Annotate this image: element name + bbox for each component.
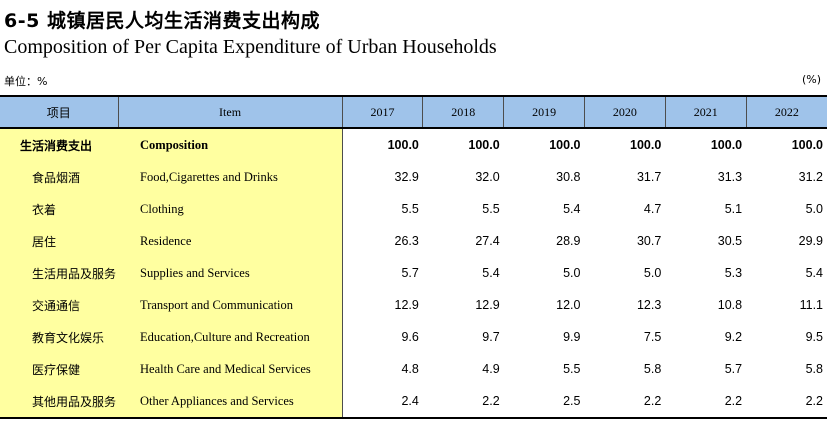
table-cell-value: 10.8 xyxy=(717,298,743,312)
page-title-english: Composition of Per Capita Expenditure of… xyxy=(4,36,497,58)
table-cell-value: 11.1 xyxy=(799,298,823,312)
row-label-cn: 衣着 xyxy=(0,193,119,225)
row-label-en: Supplies and Services xyxy=(118,257,343,289)
table-row: 生活用品及服务 Supplies and Services 5.7 5.4 5.0 5.0… xyxy=(0,257,827,289)
row-label-cn: 其他用品及服务 xyxy=(0,385,119,419)
table-cell-value: 4.7 xyxy=(643,202,662,216)
row-label-en: Composition xyxy=(118,128,343,161)
table-cell-value: 5.0 xyxy=(805,202,823,216)
row-label-cn: 交通通信 xyxy=(0,289,119,321)
table-cell-value: 12.3 xyxy=(636,298,662,312)
table-cell-value: 9.7 xyxy=(482,330,500,344)
row-label-cn: 食品烟酒 xyxy=(0,161,119,193)
column-header-year: 2020 xyxy=(584,95,666,129)
table-row: 医疗保健 Health Care and Medical Services 4.8 4… xyxy=(0,353,827,385)
table-cell-value: 100.0 xyxy=(791,138,823,152)
row-label-cn: 居住 xyxy=(0,225,119,257)
column-header-year: 2019 xyxy=(503,95,585,129)
table-cell-value: 100.0 xyxy=(549,138,581,152)
table-row: 居住 Residence 26.3 27.4 28.9 30.7 30.5 29.9 xyxy=(0,225,827,257)
table-cell-value: 9.9 xyxy=(563,330,581,344)
expenditure-table: 项目 Item 2017 2018 2019 2020 2021 2022 生活… xyxy=(0,95,827,419)
unit-label-right: (%) xyxy=(801,73,821,86)
table-cell-value: 9.6 xyxy=(401,330,419,344)
table-cell-value: 100.0 xyxy=(387,138,419,152)
row-label-cn: 医疗保健 xyxy=(0,353,119,385)
table-cell-value: 5.1 xyxy=(724,202,743,216)
table-cell-value: 26.3 xyxy=(394,234,419,248)
column-header-year: 2018 xyxy=(422,95,505,129)
row-label-en: Education,Culture and Recreation xyxy=(118,321,343,353)
table-cell-value: 30.8 xyxy=(556,170,581,184)
table-cell-value: 5.3 xyxy=(724,266,743,280)
unit-label: 单位：% xyxy=(4,75,48,88)
row-label-en: Residence xyxy=(118,225,343,257)
table-cell-value: 5.7 xyxy=(401,266,419,280)
table-cell-value: 30.7 xyxy=(636,234,662,248)
table-cell-value: 100.0 xyxy=(630,138,662,152)
table-cell-value: 5.0 xyxy=(563,266,581,280)
table-cell-value: 2.2 xyxy=(422,385,504,419)
table-cell-value: 5.5 xyxy=(401,202,419,216)
table-cell-value: 9.5 xyxy=(805,330,823,344)
table-row: 衣着 Clothing 5.5 5.5 5.4 4.7 5.1 5.0 xyxy=(0,193,827,225)
row-label-en: Other Appliances and Services xyxy=(118,385,343,419)
column-header-year: 2021 xyxy=(665,95,747,129)
table-cell-value: 31.3 xyxy=(717,170,743,184)
table-cell-value: 28.9 xyxy=(556,234,581,248)
table-cell-value: 4.8 xyxy=(401,362,419,376)
table-row: 食品烟酒 Food,Cigarettes and Drinks 32.9 32.0 30… xyxy=(0,161,827,193)
table-cell-value: 32.0 xyxy=(475,170,500,184)
table-cell-value: 30.5 xyxy=(717,234,743,248)
table-cell-value: 27.4 xyxy=(475,234,500,248)
row-label-cn: 生活用品及服务 xyxy=(0,257,119,289)
row-label-cn: 生活消费支出 xyxy=(0,128,119,161)
table-cell-value: 5.7 xyxy=(724,362,743,376)
table-cell-value: 5.8 xyxy=(643,362,662,376)
table-row: 交通通信 Transport and Communication 12.9 12.9 1… xyxy=(0,289,827,321)
table-cell-value: 31.7 xyxy=(636,170,662,184)
table-cell-value: 2.4 xyxy=(342,385,423,419)
row-label-en: Transport and Communication xyxy=(118,289,343,321)
row-label-cn: 教育文化娱乐 xyxy=(0,321,119,353)
table-cell-value: 100.0 xyxy=(468,138,500,152)
table-row: 教育文化娱乐 Education,Culture and Recreation 9.… xyxy=(0,321,827,353)
table-row: 其他用品及服务 Other Appliances and Services 2.4 2… xyxy=(0,385,827,419)
column-header-year: 2022 xyxy=(746,95,827,129)
table-cell-value: 5.0 xyxy=(643,266,662,280)
table-cell-value: 12.0 xyxy=(556,298,581,312)
table-cell-value: 2.5 xyxy=(503,385,585,419)
row-label-en: Clothing xyxy=(118,193,343,225)
table-cell-value: 5.5 xyxy=(563,362,581,376)
table-cell-value: 7.5 xyxy=(643,330,662,344)
table-cell-value: 31.2 xyxy=(798,170,823,184)
row-label-en: Food,Cigarettes and Drinks xyxy=(118,161,343,193)
table-cell-value: 5.4 xyxy=(563,202,581,216)
column-header-year: 2017 xyxy=(342,95,424,129)
table-cell-value: 2.2 xyxy=(665,385,747,419)
table-cell-value: 2.2 xyxy=(584,385,666,419)
table-cell-value: 5.4 xyxy=(482,266,500,280)
table-cell-value: 5.8 xyxy=(805,362,823,376)
table-header-row: 项目 Item 2017 2018 2019 2020 2021 2022 xyxy=(0,95,827,129)
table-cell-value: 12.9 xyxy=(475,298,500,312)
table-cell-value: 29.9 xyxy=(798,234,823,248)
table-cell-value: 100.0 xyxy=(710,138,743,152)
column-header-item-en: Item xyxy=(118,95,343,129)
table-cell-value: 12.9 xyxy=(394,298,419,312)
table-cell-value: 9.2 xyxy=(724,330,743,344)
table-row: 生活消费支出 Composition 100.0 100.0 100.0 100.0 100… xyxy=(0,128,827,161)
table-cell-value: 5.4 xyxy=(805,266,823,280)
table-cell-value: 32.9 xyxy=(394,170,419,184)
table-cell-value: 2.2 xyxy=(746,385,827,419)
table-cell-value: 5.5 xyxy=(482,202,500,216)
row-label-en: Health Care and Medical Services xyxy=(118,353,343,385)
column-header-item-cn: 项目 xyxy=(0,95,119,129)
table-cell-value: 4.9 xyxy=(482,362,500,376)
page-title-chinese: 6-5 城镇居民人均生活消费支出构成 xyxy=(4,10,320,32)
